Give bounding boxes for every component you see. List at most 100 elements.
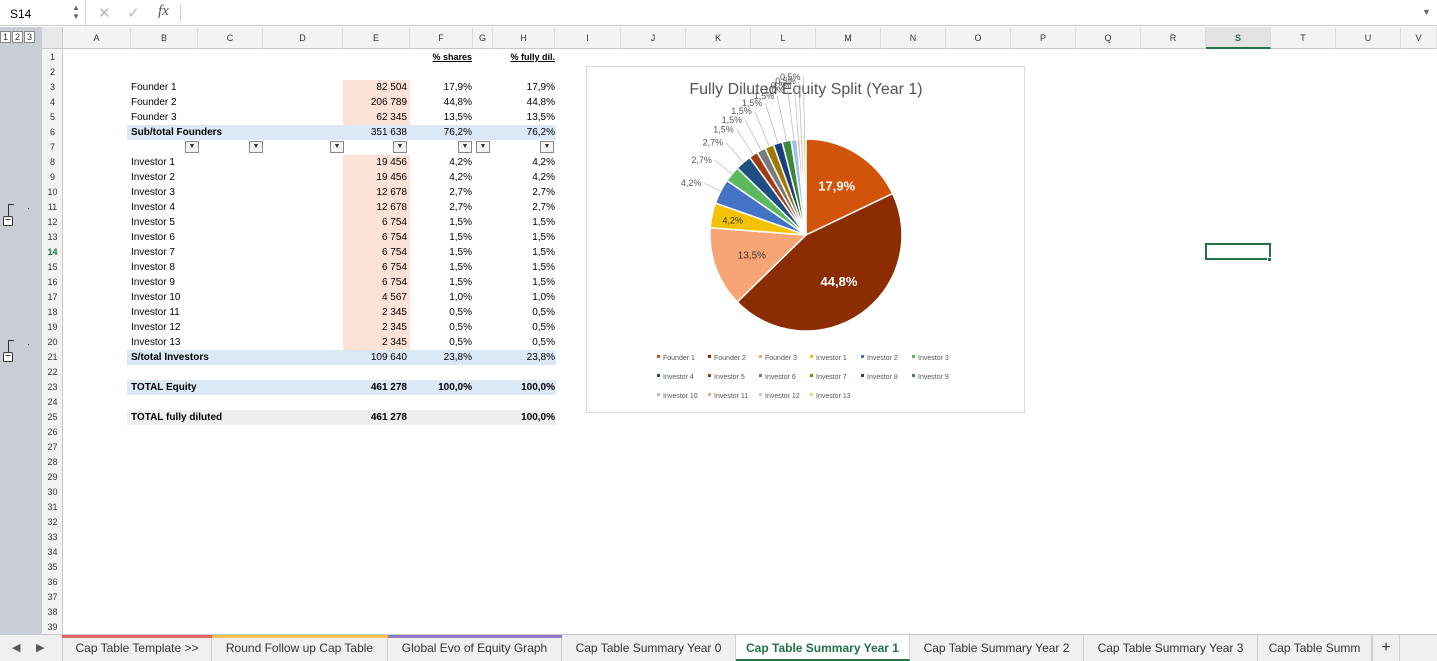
pct-diluted-cell[interactable]: 1,5% bbox=[532, 217, 555, 228]
column-header[interactable]: O bbox=[946, 27, 1011, 49]
row-header[interactable]: 36 bbox=[47, 577, 58, 587]
fx-icon[interactable]: fx bbox=[158, 3, 169, 19]
outline-level-button[interactable]: 1 bbox=[0, 31, 11, 43]
investor-name[interactable]: Investor 1 bbox=[131, 157, 175, 168]
pct-diluted-cell[interactable]: 1,5% bbox=[532, 262, 555, 273]
pct-shares-cell[interactable]: 1,5% bbox=[449, 262, 472, 273]
collapse-group-icon[interactable]: − bbox=[3, 352, 13, 362]
column-label-pct-shares[interactable]: % shares bbox=[432, 52, 472, 62]
subtotal-founders-label[interactable]: Sub/total Founders bbox=[131, 127, 223, 138]
total-diluted-label[interactable]: TOTAL fully diluted bbox=[131, 412, 223, 423]
next-sheet-icon[interactable]: ▶ bbox=[36, 642, 45, 654]
fill-handle[interactable] bbox=[1267, 257, 1272, 262]
investor-name[interactable]: Investor 11 bbox=[131, 307, 180, 318]
shares-cell[interactable]: 206 789 bbox=[343, 95, 410, 110]
row-header[interactable]: 38 bbox=[47, 607, 58, 617]
filter-button-f[interactable]: ▼ bbox=[458, 141, 472, 153]
sheet-tab[interactable]: Cap Table Summary Year 3 bbox=[1084, 635, 1258, 661]
row-header[interactable]: 33 bbox=[47, 532, 58, 542]
pct-diluted-cell[interactable]: 1,0% bbox=[532, 292, 555, 303]
column-header[interactable]: E bbox=[343, 27, 410, 49]
shares-cell[interactable]: 2 345 bbox=[343, 305, 410, 320]
pct-shares-cell[interactable]: 1,5% bbox=[449, 247, 472, 258]
filter-button-h[interactable]: ▼ bbox=[540, 141, 554, 153]
shares-cell[interactable]: 6 754 bbox=[343, 260, 410, 275]
subtotal-pct[interactable]: 76,2% bbox=[443, 127, 472, 138]
column-header[interactable]: Q bbox=[1076, 27, 1141, 49]
shares-cell[interactable]: 6 754 bbox=[343, 215, 410, 230]
pct-diluted-cell[interactable]: 2,7% bbox=[532, 202, 555, 213]
selected-cell[interactable] bbox=[1205, 243, 1271, 260]
pct-shares-cell[interactable]: 13,5% bbox=[443, 112, 472, 123]
pct-shares-cell[interactable]: 0,5% bbox=[449, 322, 472, 333]
collapse-group-icon[interactable]: − bbox=[3, 216, 13, 226]
pct-shares-cell[interactable]: 44,8% bbox=[443, 97, 472, 108]
shares-cell[interactable]: 6 754 bbox=[343, 245, 410, 260]
row-header[interactable]: 39 bbox=[47, 622, 58, 632]
founder-name[interactable]: Founder 1 bbox=[131, 82, 177, 93]
check-icon[interactable]: ✓ bbox=[127, 5, 140, 22]
column-header[interactable]: T bbox=[1271, 27, 1336, 49]
total-equity-shares[interactable]: 461 278 bbox=[370, 382, 407, 393]
row-header[interactable]: 19 bbox=[47, 322, 58, 332]
pct-shares-cell[interactable]: 0,5% bbox=[449, 337, 472, 348]
column-header[interactable]: M bbox=[816, 27, 881, 49]
column-header[interactable]: U bbox=[1336, 27, 1401, 49]
row-header[interactable]: 24 bbox=[47, 397, 58, 407]
column-header[interactable]: V bbox=[1401, 27, 1437, 49]
sheet-tab[interactable]: Round Follow up Cap Table bbox=[212, 635, 388, 661]
column-header[interactable]: H bbox=[493, 27, 555, 49]
column-header[interactable]: D bbox=[263, 27, 343, 49]
prev-sheet-icon[interactable]: ◀ bbox=[12, 642, 21, 654]
investor-name[interactable]: Investor 6 bbox=[131, 232, 175, 243]
row-header[interactable]: 34 bbox=[47, 547, 58, 557]
column-label-pct-fully-diluted[interactable]: % fully dil. bbox=[510, 52, 555, 62]
row-header[interactable]: 3 bbox=[49, 82, 55, 92]
chevron-down-icon[interactable]: ▼ bbox=[1422, 7, 1431, 17]
row-header[interactable]: 11 bbox=[47, 202, 58, 212]
pct-shares-cell[interactable]: 1,0% bbox=[449, 292, 472, 303]
pct-diluted-cell[interactable]: 0,5% bbox=[532, 337, 555, 348]
shares-cell[interactable]: 2 345 bbox=[343, 335, 410, 350]
row-header[interactable]: 12 bbox=[47, 217, 58, 227]
row-header[interactable]: 18 bbox=[47, 307, 58, 317]
total-diluted-dil[interactable]: 100,0% bbox=[521, 412, 555, 423]
investor-name[interactable]: Investor 13 bbox=[131, 337, 181, 348]
shares-cell[interactable]: 82 504 bbox=[343, 80, 410, 95]
pct-diluted-cell[interactable]: 1,5% bbox=[532, 247, 555, 258]
row-header[interactable]: 6 bbox=[49, 127, 55, 137]
row-header[interactable]: 23 bbox=[47, 382, 58, 392]
investor-name[interactable]: Investor 5 bbox=[131, 217, 175, 228]
investor-name[interactable]: Investor 2 bbox=[131, 172, 175, 183]
pct-diluted-cell[interactable]: 4,2% bbox=[532, 172, 555, 183]
row-header[interactable]: 20 bbox=[47, 337, 58, 347]
column-header[interactable]: I bbox=[555, 27, 621, 49]
shares-cell[interactable]: 19 456 bbox=[343, 155, 410, 170]
shares-cell[interactable]: 62 345 bbox=[343, 110, 410, 125]
column-header[interactable]: S bbox=[1206, 27, 1271, 49]
pct-shares-cell[interactable]: 1,5% bbox=[449, 232, 472, 243]
column-header[interactable]: K bbox=[686, 27, 751, 49]
row-header[interactable]: 26 bbox=[47, 427, 58, 437]
founder-name[interactable]: Founder 2 bbox=[131, 97, 177, 108]
pct-diluted-cell[interactable]: 44,8% bbox=[526, 97, 555, 108]
row-header[interactable]: 16 bbox=[47, 277, 58, 287]
row-header[interactable]: 28 bbox=[47, 457, 58, 467]
row-header[interactable]: 15 bbox=[47, 262, 58, 272]
pct-shares-cell[interactable]: 2,7% bbox=[449, 202, 472, 213]
row-header[interactable]: 10 bbox=[47, 187, 58, 197]
pct-shares-cell[interactable]: 2,7% bbox=[449, 187, 472, 198]
subtotal-dil[interactable]: 23,8% bbox=[526, 352, 555, 363]
column-header[interactable]: L bbox=[751, 27, 816, 49]
outline-level-button[interactable]: 2 bbox=[12, 31, 23, 43]
column-header[interactable]: B bbox=[131, 27, 198, 49]
select-all-corner[interactable] bbox=[42, 27, 63, 49]
pct-shares-cell[interactable]: 0,5% bbox=[449, 307, 472, 318]
row-header[interactable]: 13 bbox=[47, 232, 58, 242]
shares-cell[interactable]: 6 754 bbox=[343, 275, 410, 290]
shares-cell[interactable]: 2 345 bbox=[343, 320, 410, 335]
investor-name[interactable]: Investor 4 bbox=[131, 202, 175, 213]
sheet-tab[interactable]: Cap Table Summary Year 1 bbox=[736, 635, 910, 661]
total-diluted-shares[interactable]: 461 278 bbox=[370, 412, 407, 423]
subtotal-pct[interactable]: 23,8% bbox=[443, 352, 472, 363]
